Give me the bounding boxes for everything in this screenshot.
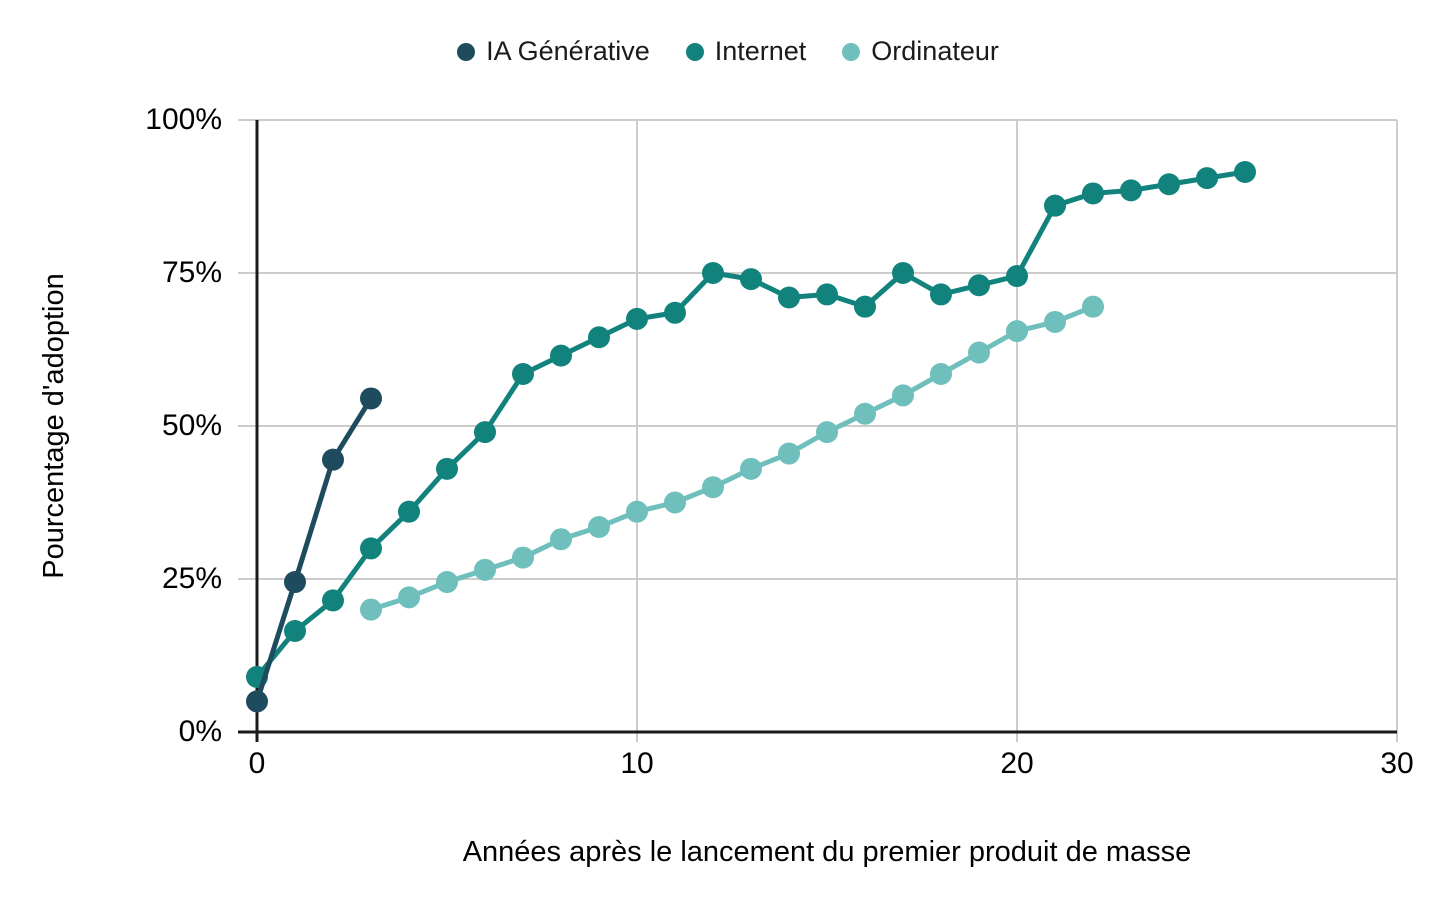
plot-area bbox=[238, 119, 1398, 742]
x-tick-30: 30 bbox=[1380, 747, 1414, 780]
x-tick-0: 0 bbox=[248, 747, 266, 780]
legend-dot-icon bbox=[842, 42, 861, 61]
legend-item-ordinateur: Ordinateur bbox=[842, 36, 999, 67]
legend-dot-icon bbox=[685, 42, 704, 61]
legend-dot-icon bbox=[457, 42, 476, 61]
legend-label-internet: Internet bbox=[714, 36, 807, 66]
x-tick-20: 20 bbox=[1000, 747, 1034, 780]
y-tick-25: 25% bbox=[161, 562, 222, 595]
legend-item-ia-generative: IA Générative bbox=[457, 36, 650, 67]
legend-item-internet: Internet bbox=[685, 36, 807, 67]
legend-label-ordinateur: Ordinateur bbox=[871, 36, 999, 66]
chart-legend: IA Générative Internet Ordinateur bbox=[0, 36, 1456, 67]
legend-label-ia-generative: IA Générative bbox=[486, 36, 650, 66]
y-tick-50: 50% bbox=[161, 409, 222, 442]
y-tick-0: 0% bbox=[178, 715, 222, 748]
chart-canvas bbox=[238, 119, 1398, 742]
y-tick-75: 75% bbox=[161, 256, 222, 289]
y-tick-100: 100% bbox=[145, 103, 222, 136]
x-tick-10: 10 bbox=[620, 747, 654, 780]
x-axis-title: Années après le lancement du premier pro… bbox=[462, 836, 1192, 868]
